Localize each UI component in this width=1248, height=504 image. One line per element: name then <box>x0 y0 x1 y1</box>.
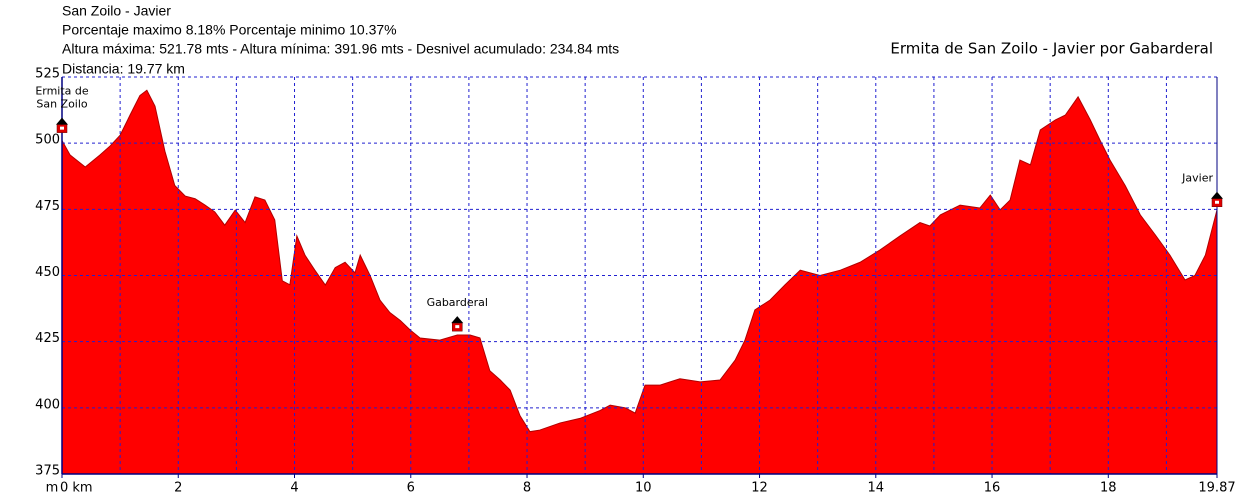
x-tick-label: 0 km <box>60 481 93 496</box>
waypoint-door <box>455 325 460 329</box>
info-line: Porcentaje maximo 8.18% Porcentaje minim… <box>62 22 397 38</box>
waypoint-label: Javier <box>1181 172 1213 185</box>
x-tick-label: 18 <box>1100 481 1117 496</box>
area-fill <box>62 90 1217 474</box>
x-tick-label: 16 <box>984 481 1001 496</box>
waypoint-label: Gabarderal <box>427 296 488 309</box>
waypoint-roof <box>56 117 68 125</box>
y-tick-label: 450 <box>35 265 60 280</box>
waypoint-roof <box>451 316 464 324</box>
y-tick-label: 425 <box>35 331 60 346</box>
waypoint-label: San Zoilo <box>36 98 88 111</box>
x-tick-label: 19.87 <box>1198 481 1235 496</box>
info-line: Distancia: 19.77 km <box>62 61 185 77</box>
x-tick-label: 8 <box>523 481 531 496</box>
x-tick-label: 2 <box>174 481 182 496</box>
y-tick-label: 475 <box>35 199 60 214</box>
info-line: Altura máxima: 521.78 mts - Altura mínim… <box>62 41 619 57</box>
y-tick-label: 525 <box>35 67 60 82</box>
x-tick-label: 4 <box>290 481 298 496</box>
x-tick-label: 14 <box>868 481 885 496</box>
elevation-line <box>61 89 1218 433</box>
y-tick-label: 400 <box>35 397 60 412</box>
waypoint-label: Ermita de <box>35 85 89 98</box>
y-tick-label: 500 <box>35 133 60 148</box>
y-axis-label: m <box>46 481 59 496</box>
x-tick-label: 10 <box>635 481 652 496</box>
waypoint-roof <box>1211 191 1223 199</box>
waypoint-door <box>1215 200 1219 204</box>
y-tick-label: 375 <box>35 464 60 479</box>
waypoint-door <box>60 126 64 130</box>
info-line: San Zoilo - Javier <box>62 3 171 19</box>
x-tick-label: 6 <box>407 481 415 496</box>
x-tick-label: 12 <box>751 481 768 496</box>
chart-title: Ermita de San Zoilo - Javier por Gabarde… <box>890 40 1213 58</box>
